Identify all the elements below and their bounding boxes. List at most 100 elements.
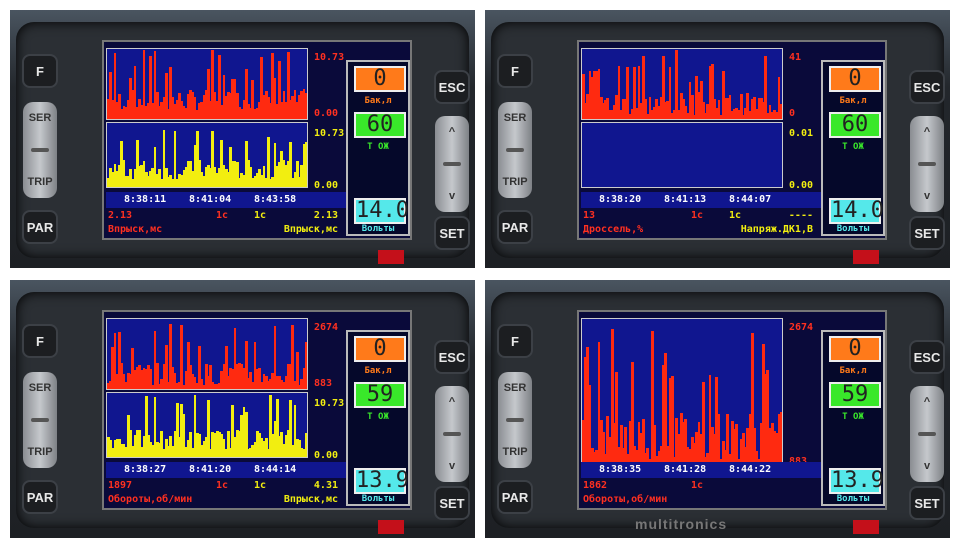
up-down-rocker[interactable]: ^ v <box>435 386 469 482</box>
up-down-rocker[interactable]: ^ v <box>435 116 469 212</box>
down-button[interactable]: v <box>448 460 456 472</box>
bottom-graph-bar <box>304 142 307 187</box>
top-graph-bar <box>635 449 639 467</box>
top-graph-bar <box>750 332 754 467</box>
ser-button[interactable]: SER <box>28 112 52 124</box>
bottom-graph-bar <box>167 446 170 457</box>
par-button[interactable]: PAR <box>22 210 58 244</box>
top-graph-bar <box>298 95 301 119</box>
ser-button[interactable]: SER <box>503 382 527 394</box>
set-button[interactable]: SET <box>909 216 945 250</box>
up-button[interactable]: ^ <box>448 126 456 138</box>
bottom-graph-bar <box>178 437 181 457</box>
bottom-graph-bar <box>213 433 217 457</box>
top-graph-bar <box>664 101 668 119</box>
top-graph-bar <box>637 422 641 467</box>
down-button[interactable]: v <box>923 190 931 202</box>
f-button[interactable]: F <box>22 54 58 88</box>
top-graph-bar <box>664 352 668 467</box>
f-button[interactable]: F <box>22 324 58 358</box>
top-graph-bar <box>775 432 779 467</box>
esc-button[interactable]: ESC <box>434 70 470 104</box>
trip-button[interactable]: TRIP <box>502 176 528 188</box>
bottom-graph-bar <box>155 442 159 457</box>
top-graph-bar <box>235 92 239 119</box>
time-label: 8:41:04 <box>189 194 232 205</box>
f-button[interactable]: F <box>497 54 533 88</box>
set-button[interactable]: SET <box>434 486 470 520</box>
esc-button[interactable]: ESC <box>909 70 945 104</box>
top-graph-bar <box>287 52 290 119</box>
bottom-graph-bar <box>264 177 268 187</box>
top-graph <box>581 318 783 468</box>
ser-trip-rocker[interactable]: SER TRIP <box>23 372 57 468</box>
top-graph-bar <box>227 91 230 119</box>
down-button[interactable]: v <box>923 460 931 472</box>
trip-button[interactable]: TRIP <box>27 446 53 458</box>
trip-button[interactable]: TRIP <box>502 446 528 458</box>
ser-button[interactable]: SER <box>503 112 527 124</box>
time-label: 8:38:35 <box>599 464 642 475</box>
bottom-graph-bar <box>162 130 166 187</box>
top-graph-bar <box>770 112 774 119</box>
top-graph-bar <box>748 414 752 467</box>
top-graph-bar <box>295 351 299 389</box>
display-screen: 41 0 0.01 0.00 8:38:20 8:41:13 8:44:07 13 Дроссе… <box>577 40 887 240</box>
trip-button[interactable]: TRIP <box>27 176 53 188</box>
par-button[interactable]: PAR <box>497 210 533 244</box>
top-graph-bar <box>717 413 721 467</box>
top-graph-bar <box>231 369 235 389</box>
top-graph-bar <box>264 375 268 389</box>
bottom-graph-bar <box>231 161 235 187</box>
top-max-label: 41 <box>789 52 802 63</box>
up-down-rocker[interactable]: ^ v <box>910 386 944 482</box>
up-button[interactable]: ^ <box>923 126 931 138</box>
top-graph-bar <box>178 381 181 389</box>
f-button[interactable]: F <box>497 324 533 358</box>
bottom-graph-bar <box>235 430 239 457</box>
top-graph-bar <box>677 434 681 467</box>
bottom-graph-bar <box>215 430 219 457</box>
top-graph-bar <box>673 109 676 119</box>
top-graph-bar <box>173 373 177 389</box>
bottom-graph-bar <box>300 447 304 457</box>
top-graph-bar <box>151 385 155 389</box>
top-graph-bar <box>224 346 228 389</box>
rocker-divider <box>506 418 524 422</box>
rocker-divider <box>443 432 461 436</box>
top-graph-bar <box>670 375 674 467</box>
ser-trip-rocker[interactable]: SER TRIP <box>23 102 57 198</box>
esc-button[interactable]: ESC <box>434 340 470 374</box>
bottom-graph-bar <box>124 176 128 187</box>
parameter-label-left: Дроссель,% <box>583 224 644 235</box>
tank-label: Бак,л <box>839 96 867 106</box>
bottom-graph-bar <box>275 399 279 457</box>
top-graph-bar <box>639 433 643 467</box>
status-panel: 0 Бак,л 60 Т ОЖ 14.0 Вольты <box>821 60 885 236</box>
down-button[interactable]: v <box>448 190 456 202</box>
set-button[interactable]: SET <box>909 486 945 520</box>
ser-trip-rocker[interactable]: SER TRIP <box>498 102 532 198</box>
top-graph-bar <box>762 101 765 119</box>
esc-button[interactable]: ESC <box>909 340 945 374</box>
bottom-graph-bar <box>122 159 126 187</box>
ser-button[interactable]: SER <box>28 382 52 394</box>
par-button[interactable]: PAR <box>22 480 58 514</box>
set-button[interactable]: SET <box>434 216 470 250</box>
top-graph-bar <box>622 447 625 467</box>
ser-trip-rocker[interactable]: SER TRIP <box>498 372 532 468</box>
bottom-graph-bar <box>251 178 255 187</box>
voltage-label: Вольты <box>836 224 870 234</box>
rocker-divider <box>918 432 936 436</box>
time-label: 8:41:28 <box>664 464 707 475</box>
up-down-rocker[interactable]: ^ v <box>910 116 944 212</box>
up-button[interactable]: ^ <box>923 396 931 408</box>
top-graph-bar <box>584 356 588 467</box>
top-graph-bar <box>195 110 199 119</box>
top-graph-bar <box>151 103 155 119</box>
up-button[interactable]: ^ <box>448 396 456 408</box>
par-button[interactable]: PAR <box>497 480 533 514</box>
bottom-graph-bar <box>180 174 184 187</box>
bottom-graph-bar <box>220 434 224 457</box>
bottom-graph-bar <box>115 438 119 457</box>
